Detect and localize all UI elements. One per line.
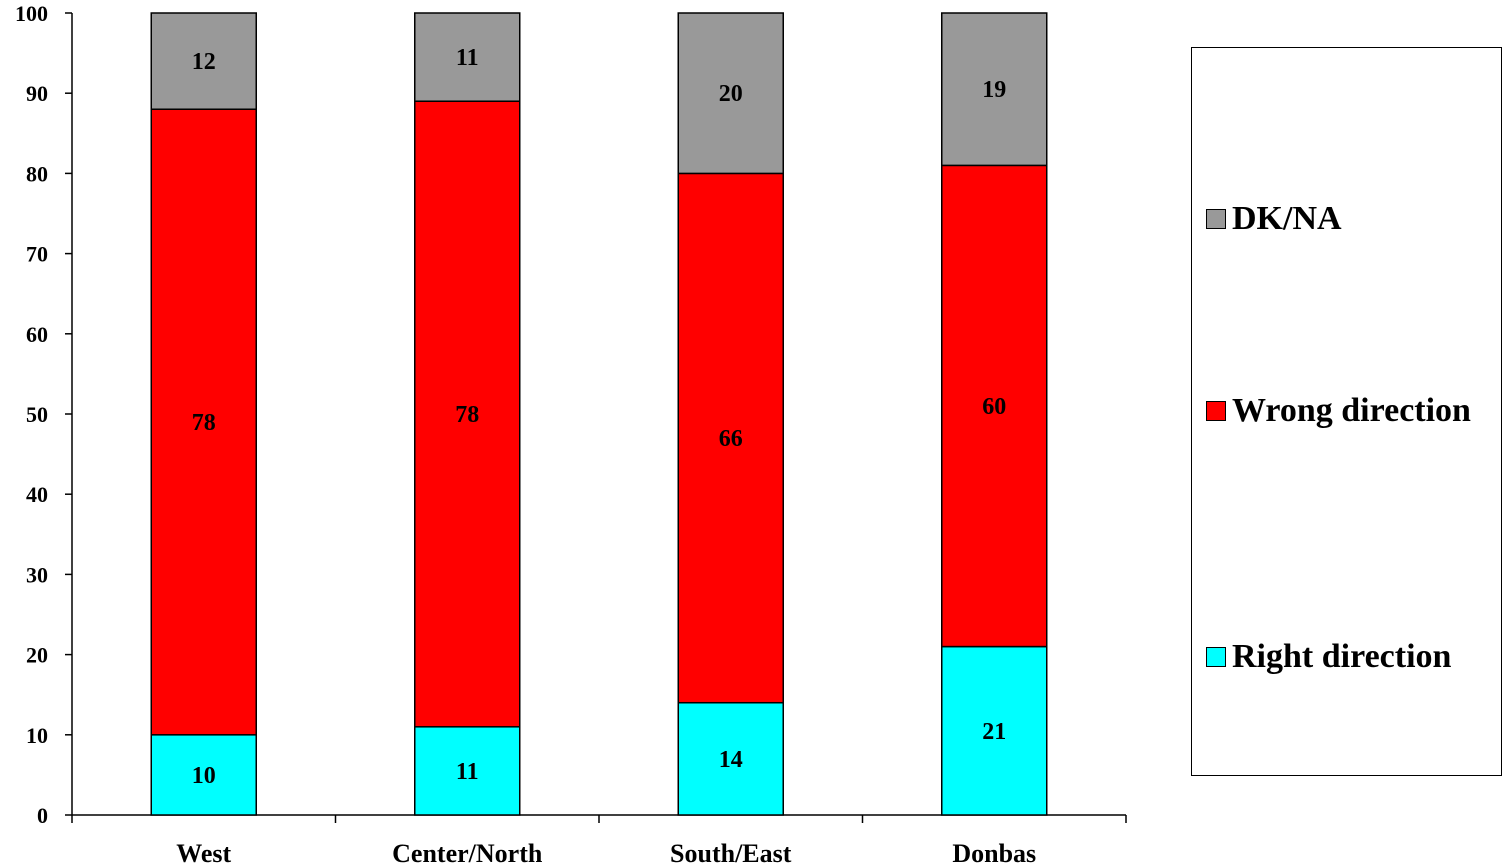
bar-segment bbox=[150, 734, 257, 816]
bar-segment bbox=[677, 172, 784, 704]
x-category-label: South/East bbox=[670, 839, 792, 868]
data-label: 11 bbox=[456, 759, 479, 785]
data-label: 12 bbox=[192, 49, 216, 75]
data-label: 19 bbox=[982, 77, 1006, 103]
y-tick-label: 100 bbox=[15, 1, 48, 26]
legend-label: Wrong direction bbox=[1232, 392, 1471, 429]
data-labels: 10 78 12 11 78 11 14 66 20 21 60 19 bbox=[192, 45, 1007, 789]
bar-segment bbox=[941, 12, 1048, 167]
y-tick-label: 90 bbox=[26, 81, 48, 106]
bar-segment bbox=[677, 12, 784, 175]
bar-segment bbox=[150, 108, 257, 736]
bar-segment bbox=[941, 645, 1048, 816]
legend-swatch-wrong-direction bbox=[1206, 401, 1226, 421]
legend-swatch-dk-na bbox=[1206, 209, 1226, 229]
legend-swatch-right-direction bbox=[1206, 647, 1226, 667]
data-label: 11 bbox=[456, 45, 479, 71]
y-tick-label: 0 bbox=[37, 803, 48, 828]
axes: 0 10 20 30 40 50 60 70 80 90 100 West Center/North So… bbox=[15, 1, 1127, 868]
x-category-label: Donbas bbox=[952, 839, 1036, 868]
bar-segment bbox=[414, 12, 521, 102]
bar-segment bbox=[150, 12, 257, 110]
y-tick-label: 20 bbox=[26, 643, 48, 668]
y-tick-label: 10 bbox=[26, 723, 48, 748]
legend-item-right-direction: Right direction bbox=[1206, 638, 1451, 676]
bar-segment bbox=[414, 100, 521, 728]
legend-item-dk-na: DK/NA bbox=[1206, 200, 1342, 238]
bar-segment bbox=[677, 701, 784, 816]
y-tick-label: 80 bbox=[26, 161, 48, 186]
x-category-label: Center/North bbox=[392, 839, 543, 868]
data-label: 66 bbox=[719, 426, 743, 452]
legend-item-wrong-direction: Wrong direction bbox=[1206, 392, 1471, 430]
data-label: 21 bbox=[982, 719, 1006, 745]
y-tick-label: 40 bbox=[26, 482, 48, 507]
data-label: 14 bbox=[719, 747, 743, 773]
y-tick-label: 30 bbox=[26, 562, 48, 587]
bar-segment bbox=[941, 164, 1048, 648]
y-tick-label: 50 bbox=[26, 402, 48, 427]
bars bbox=[150, 12, 1048, 816]
data-label: 20 bbox=[719, 81, 743, 107]
legend: DK/NA Wrong direction Right direction bbox=[1191, 47, 1502, 776]
data-label: 60 bbox=[982, 394, 1006, 420]
legend-label: DK/NA bbox=[1232, 200, 1342, 237]
y-tick-label: 60 bbox=[26, 322, 48, 347]
x-category-label: West bbox=[176, 839, 231, 868]
legend-label: Right direction bbox=[1232, 638, 1452, 675]
data-label: 78 bbox=[192, 410, 216, 436]
y-tick-label: 70 bbox=[26, 242, 48, 267]
data-label: 78 bbox=[455, 402, 479, 428]
data-label: 10 bbox=[192, 763, 216, 789]
bar-segment bbox=[414, 726, 521, 816]
